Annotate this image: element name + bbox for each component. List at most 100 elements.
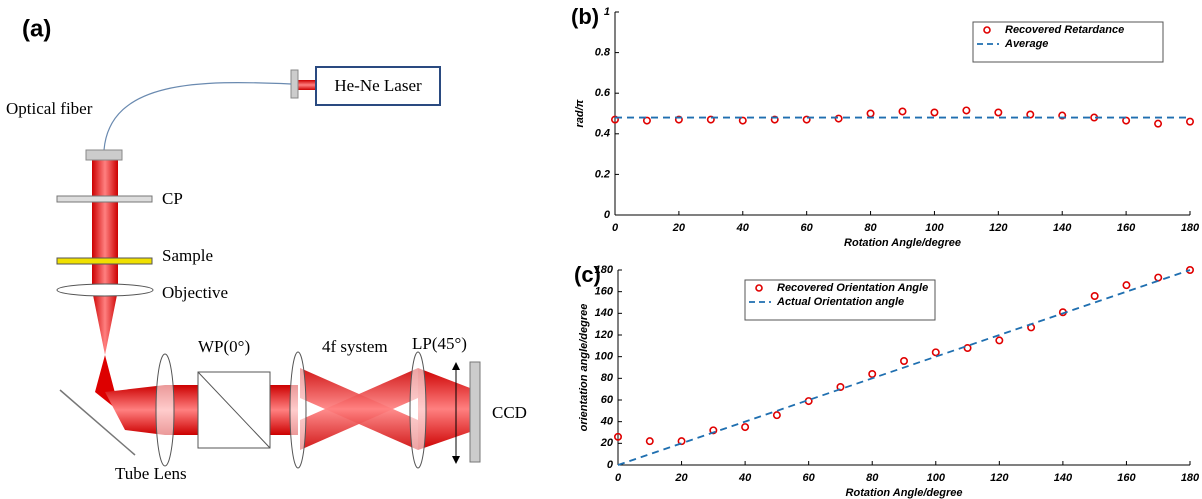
y-tick-label: 100 (595, 351, 614, 363)
data-point (898, 107, 907, 116)
data-point (866, 109, 875, 118)
x-tick-label: 80 (864, 222, 877, 234)
prism-diagonal (197, 371, 271, 449)
lens (409, 351, 427, 469)
fiber-head (85, 149, 123, 161)
x-tick-label: 60 (801, 222, 814, 234)
data-point (1186, 117, 1195, 126)
data-point (741, 423, 750, 432)
data-point (1122, 116, 1131, 125)
x-tick-label: 20 (674, 472, 688, 484)
tube-lens-label: Tube Lens (115, 464, 187, 483)
y-tick-label: 140 (595, 307, 614, 319)
data-point (994, 108, 1003, 117)
four-f-label: 4f system (322, 337, 388, 356)
y-tick-label: 0.8 (595, 47, 611, 59)
y-tick-label: 0.6 (595, 87, 611, 99)
data-point (642, 116, 651, 125)
y-tick-label: 0.2 (595, 168, 610, 180)
data-point (770, 115, 779, 124)
arrow-head (452, 362, 460, 370)
legend-label: Recovered Retardance (1005, 24, 1124, 36)
data-point (1186, 265, 1195, 274)
x-tick-label: 180 (1181, 472, 1200, 484)
optical-fiber (103, 82, 292, 151)
data-point (1090, 291, 1099, 300)
data-point (802, 115, 811, 124)
tube-lens (155, 353, 175, 467)
data-point (709, 426, 718, 435)
x-tick-label: 160 (1117, 222, 1136, 234)
laser-box (315, 66, 441, 106)
chart-title: (b) (571, 4, 599, 29)
data-point (772, 411, 781, 420)
collimator (290, 69, 299, 99)
legend-box (744, 279, 936, 321)
x-tick-label: 0 (615, 472, 622, 484)
data-line (617, 269, 1191, 466)
data-point (1026, 110, 1035, 119)
data-point (706, 115, 715, 124)
x-tick-label: 120 (989, 222, 1008, 234)
objective-label: Objective (162, 283, 228, 302)
data-point (1154, 119, 1163, 128)
legend-swatch (983, 26, 991, 34)
y-axis-label: orientation angle/degree (578, 304, 590, 432)
legend-label: Actual Orientation angle (776, 296, 904, 308)
data-point (931, 348, 940, 357)
diagram: (a) He-Ne Laser Optical fiber CP Sample … (6, 15, 527, 483)
chart: (c) 0 20 40 60 80 100 120 140 160 180 0 20 40 60 80 100 1… (574, 262, 1200, 499)
chart-title: (c) (574, 262, 601, 287)
panel-label: (a) (22, 15, 51, 42)
beam (300, 368, 418, 450)
legend-label: Recovered Orientation Angle (777, 282, 928, 294)
laser-beam (298, 80, 318, 90)
data-point (1122, 281, 1131, 290)
y-tick-label: 20 (600, 437, 614, 449)
chart: (b) 0 0.2 0.4 0.6 0.8 1 0 20 40 60 80 100 120 140 160 18… (571, 4, 1200, 249)
data-point (674, 115, 683, 124)
wp-label: WP(0°) (198, 337, 250, 356)
arrow-head (452, 456, 460, 464)
y-tick-label: 40 (600, 416, 614, 428)
x-tick-label: 160 (1117, 472, 1136, 484)
x-axis-label: Rotation Angle/degree (844, 237, 961, 249)
x-tick-label: 20 (672, 222, 686, 234)
y-tick-label: 160 (595, 286, 614, 298)
data-point (1058, 111, 1067, 120)
data-point (930, 108, 939, 117)
fiber-label: Optical fiber (6, 99, 93, 118)
y-axis-label: rad/π (574, 99, 586, 127)
data-point (1154, 273, 1163, 282)
x-tick-label: 120 (990, 472, 1009, 484)
y-tick-label: 0.4 (595, 128, 610, 140)
data-point (962, 106, 971, 115)
lp-label: LP(45°) (412, 334, 467, 353)
x-tick-label: 140 (1053, 222, 1072, 234)
laser-label: He-Ne Laser (334, 76, 422, 95)
data-point (677, 437, 686, 446)
beam (92, 290, 118, 355)
data-point (836, 382, 845, 391)
x-tick-label: 0 (612, 222, 619, 234)
data-point (868, 369, 877, 378)
data-point (613, 432, 622, 441)
x-tick-label: 100 (925, 222, 944, 234)
y-tick-label: 180 (595, 264, 614, 276)
sample-plate (56, 257, 153, 265)
sample-label: Sample (162, 246, 213, 265)
beam (92, 160, 118, 290)
cp-label: CP (162, 189, 183, 208)
data-point (963, 343, 972, 352)
y-tick-label: 80 (601, 372, 614, 384)
x-tick-label: 40 (736, 222, 750, 234)
data-point (899, 356, 908, 365)
x-axis-label: Rotation Angle/degree (846, 487, 963, 499)
objective-lens (56, 283, 154, 297)
cp-plate (56, 195, 153, 203)
y-tick-label: 0 (604, 209, 611, 221)
data-point (834, 114, 843, 123)
x-tick-label: 180 (1181, 222, 1200, 234)
